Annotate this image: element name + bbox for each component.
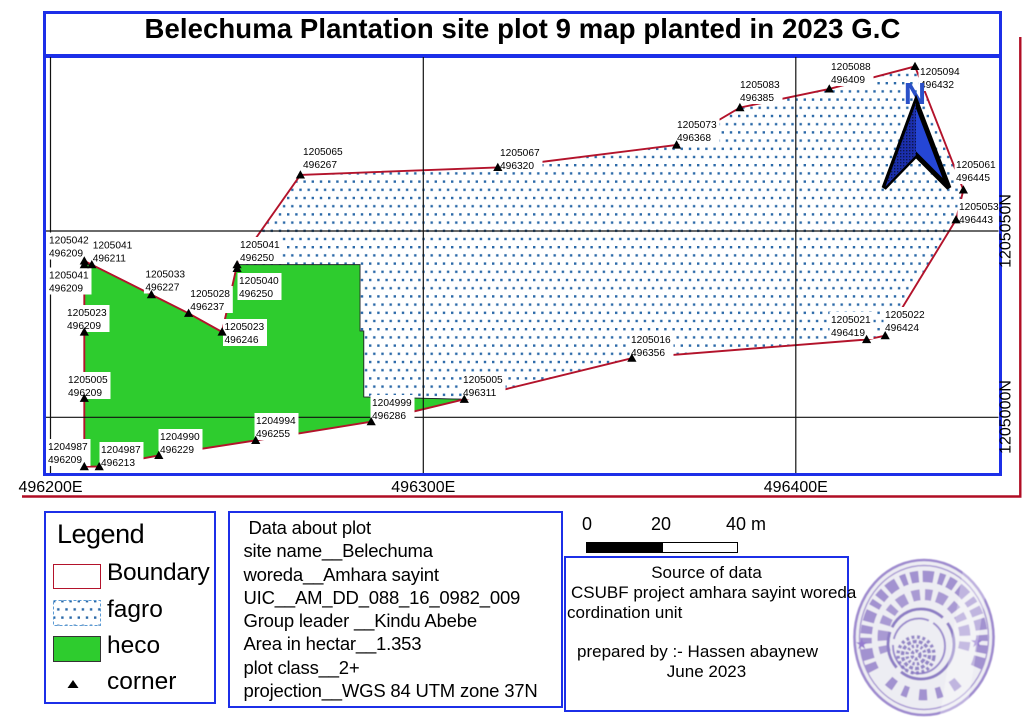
- svg-text:N: N: [904, 76, 926, 111]
- svg-text:496368: 496368: [677, 133, 711, 144]
- svg-text:496209: 496209: [67, 321, 101, 332]
- svg-text:496443: 496443: [959, 215, 993, 226]
- svg-text:496209: 496209: [49, 249, 83, 260]
- svg-text:496209: 496209: [48, 455, 82, 466]
- svg-text:1204990: 1204990: [160, 432, 200, 443]
- svg-text:1205042: 1205042: [49, 236, 89, 247]
- svg-text:496356: 496356: [631, 348, 665, 359]
- svg-text:496419: 496419: [831, 328, 865, 339]
- svg-text:1205094: 1205094: [920, 67, 960, 78]
- svg-text:496409: 496409: [831, 75, 865, 86]
- svg-text:1205005: 1205005: [68, 375, 108, 386]
- svg-text:1205061: 1205061: [956, 160, 996, 171]
- svg-text:496250: 496250: [239, 289, 273, 300]
- svg-text:1205021: 1205021: [831, 315, 871, 326]
- svg-text:496424: 496424: [885, 323, 919, 334]
- svg-text:1205067: 1205067: [500, 148, 540, 159]
- svg-text:496400E: 496400E: [764, 479, 828, 496]
- svg-text:1205028: 1205028: [190, 289, 230, 300]
- svg-text:496246: 496246: [225, 335, 259, 346]
- svg-text:496432: 496432: [920, 80, 954, 91]
- svg-text:1204987: 1204987: [48, 442, 88, 453]
- svg-text:496300E: 496300E: [391, 479, 455, 496]
- svg-text:1205023: 1205023: [225, 322, 265, 333]
- svg-text:496229: 496229: [160, 445, 194, 456]
- svg-text:1205053: 1205053: [959, 202, 999, 213]
- svg-text:496209: 496209: [49, 284, 83, 295]
- svg-text:496213: 496213: [101, 458, 135, 469]
- svg-text:496445: 496445: [956, 173, 990, 184]
- svg-text:1204987: 1204987: [101, 445, 141, 456]
- svg-text:496320: 496320: [500, 161, 534, 172]
- svg-text:496209: 496209: [68, 388, 102, 399]
- svg-text:496286: 496286: [372, 411, 406, 422]
- svg-text:496237: 496237: [190, 302, 224, 313]
- svg-text:496255: 496255: [256, 429, 290, 440]
- svg-text:1205050N: 1205050N: [998, 194, 1015, 268]
- svg-text:1205022: 1205022: [885, 310, 925, 321]
- svg-text:496385: 496385: [740, 93, 774, 104]
- svg-text:1205041: 1205041: [93, 241, 133, 252]
- svg-text:1204999: 1204999: [372, 398, 412, 409]
- svg-text:496211: 496211: [93, 254, 127, 265]
- svg-text:496311: 496311: [463, 388, 497, 399]
- svg-text:1205000N: 1205000N: [998, 380, 1015, 454]
- svg-text:1205041: 1205041: [49, 271, 89, 282]
- svg-text:★: ★: [855, 636, 868, 653]
- svg-text:496267: 496267: [303, 160, 337, 171]
- svg-text:496200E: 496200E: [18, 479, 82, 496]
- svg-text:496227: 496227: [145, 283, 179, 294]
- svg-text:1205033: 1205033: [145, 270, 185, 281]
- svg-text:1205088: 1205088: [831, 62, 871, 73]
- svg-text:1205041: 1205041: [240, 240, 280, 251]
- svg-text:1205083: 1205083: [740, 80, 780, 91]
- svg-text:1205023: 1205023: [67, 308, 107, 319]
- svg-text:1205065: 1205065: [303, 147, 343, 158]
- svg-text:1205040: 1205040: [239, 276, 279, 287]
- svg-text:1205016: 1205016: [631, 335, 671, 346]
- svg-text:1205005: 1205005: [463, 375, 503, 386]
- svg-text:496250: 496250: [240, 253, 274, 264]
- svg-text:1205073: 1205073: [677, 120, 717, 131]
- svg-text:1204994: 1204994: [256, 416, 296, 427]
